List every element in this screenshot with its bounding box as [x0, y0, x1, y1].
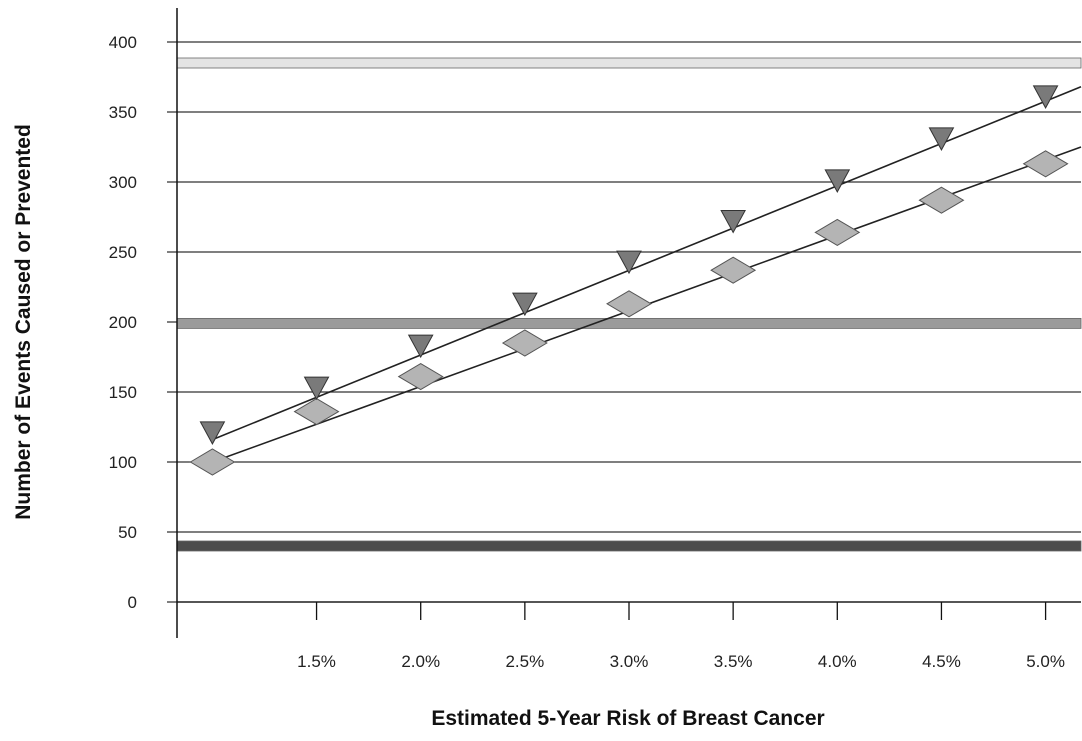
x-tick-label: 3.0% — [610, 652, 649, 671]
y-tick-label: 200 — [109, 313, 137, 332]
triangle-marker — [199, 421, 226, 445]
reference-band — [176, 540, 1082, 552]
diamond-marker — [918, 186, 965, 214]
x-tick-label: 1.5% — [297, 652, 336, 671]
trend-line — [212, 86, 1082, 441]
series-markers — [189, 85, 1069, 476]
y-tick-label: 250 — [109, 243, 137, 262]
axes — [176, 8, 1081, 638]
x-axis-title: Estimated 5-Year Risk of Breast Cancer — [431, 707, 824, 730]
y-tick-label: 350 — [109, 103, 137, 122]
y-tick-label: 50 — [118, 523, 137, 542]
y-tick-label: 0 — [128, 593, 137, 612]
reference-band — [176, 317, 1082, 329]
triangle-marker — [720, 210, 746, 234]
diamond-marker — [293, 398, 340, 426]
trend-lines — [212, 86, 1082, 463]
y-axis-title: Number of Events Caused or Prevented — [12, 124, 35, 520]
triangle-marker — [1032, 85, 1059, 109]
diamond-marker — [814, 218, 861, 246]
x-tick-label: 4.0% — [818, 652, 857, 671]
y-tick-label: 400 — [109, 33, 137, 52]
triangle-marker — [512, 292, 538, 317]
diamond-marker — [1022, 150, 1069, 178]
triangle-marker — [824, 169, 851, 193]
y-tick-labels: 0 50 100 150 200 250 300 350 400 — [109, 33, 137, 612]
x-tick-label: 3.5% — [714, 652, 753, 671]
diamond-marker — [710, 256, 757, 284]
y-tick-label: 100 — [109, 453, 137, 472]
triangle-marker — [616, 250, 642, 275]
y-tick-label: 300 — [109, 173, 137, 192]
x-tick-label: 2.0% — [401, 652, 440, 671]
triangle-marker — [407, 334, 434, 359]
x-tick-label: 4.5% — [922, 652, 961, 671]
triangle-marker — [303, 376, 330, 401]
diamond-marker — [397, 363, 444, 391]
diamond-marker — [606, 290, 652, 318]
y-tick-label: 150 — [109, 383, 137, 402]
x-tick-label: 2.5% — [505, 652, 544, 671]
reference-band — [176, 57, 1082, 69]
x-tick-labels: 1.5% 2.0% 2.5% 3.0% 3.5% 4.0% 4.5% 5.0% — [297, 652, 1065, 671]
diamond-marker — [189, 448, 236, 476]
x-tick-label: 5.0% — [1026, 652, 1065, 671]
triangle-marker — [928, 127, 955, 151]
diamond-marker — [501, 329, 548, 357]
